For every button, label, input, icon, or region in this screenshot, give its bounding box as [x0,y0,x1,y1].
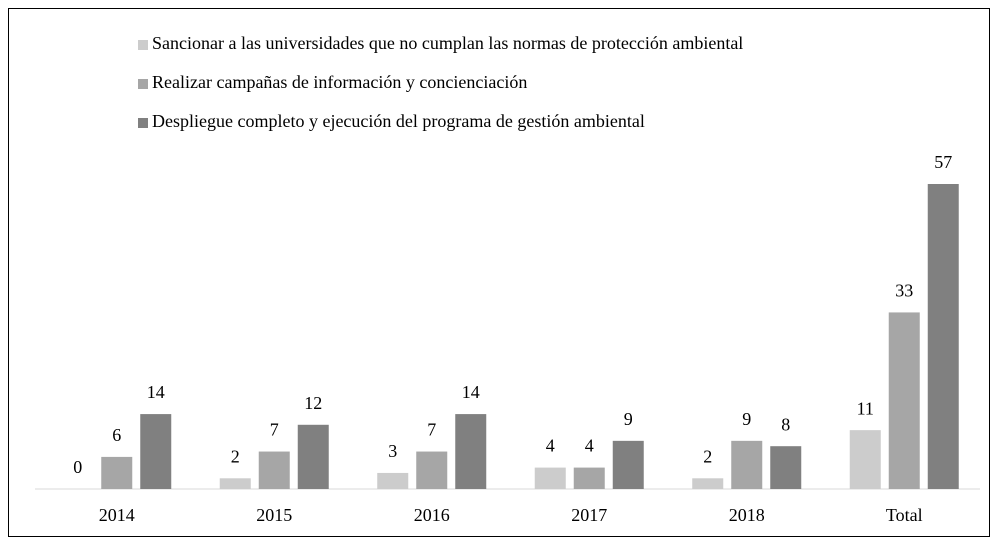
data-label: 11 [857,398,874,418]
legend-swatch [138,40,148,50]
data-label: 4 [546,436,555,456]
bar [258,451,290,489]
data-label: 4 [585,436,594,456]
legend-swatch [138,79,148,89]
legend-label: Despliegue completo y ejecución del prog… [152,111,645,131]
x-tick-label: 2015 [256,505,292,525]
x-tick-label: Total [886,505,923,525]
data-label: 7 [270,420,279,440]
legend-swatch [138,118,148,128]
bar [849,430,881,489]
data-label: 14 [147,382,165,402]
bar [534,467,566,489]
bar [219,478,251,489]
x-tick-label: 2014 [99,505,135,525]
bar [573,467,605,489]
bar [140,414,172,489]
bar [731,440,763,489]
x-tick-label: 2016 [414,505,450,525]
data-label: 9 [624,409,633,429]
data-label: 8 [781,414,790,434]
data-label: 2 [703,446,712,466]
data-label: 57 [934,152,952,172]
chart-border [8,8,990,537]
data-label: 3 [388,441,397,461]
legend-label: Realizar campañas de información y conci… [152,72,527,92]
bar [770,446,802,489]
bar [612,440,644,489]
bar [297,424,329,489]
data-label: 7 [427,420,436,440]
bar [888,312,920,489]
bar [377,472,409,489]
bar [101,456,133,489]
data-label: 14 [462,382,480,402]
data-label: 12 [304,393,322,413]
bar [455,414,487,489]
legend-label: Sancionar a las universidades que no cum… [152,33,743,53]
data-label: 33 [895,281,913,301]
bar [692,478,724,489]
x-tick-label: 2018 [729,505,765,525]
data-label: 6 [112,425,121,445]
data-label: 0 [73,457,82,477]
x-tick-label: 2017 [571,505,607,525]
bar [927,184,959,489]
data-label: 2 [231,446,240,466]
data-label: 9 [742,409,751,429]
bar [416,451,448,489]
